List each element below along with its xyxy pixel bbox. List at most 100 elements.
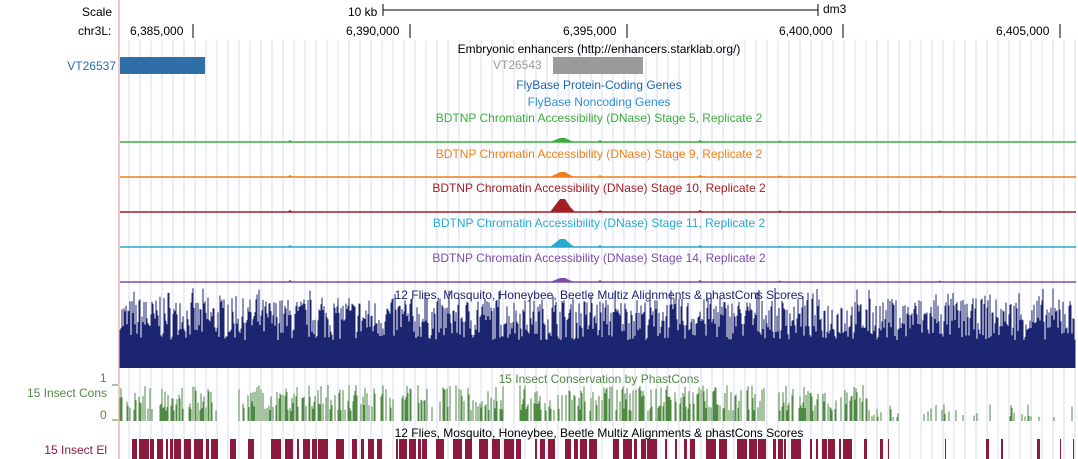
elements-track-title[interactable]: 12 Flies, Mosquito, Honeybee, Beetle Mul… [394,426,804,440]
enhancer-feature [553,57,643,74]
conserved-element [184,439,191,459]
phastcons-side-label[interactable]: 15 Insect Cons [26,386,107,400]
conserved-element [843,439,852,459]
conserved-element [170,439,173,459]
dnase-stage14-title[interactable]: BDTNP Chromatin Accessibility (DNase) St… [432,251,766,265]
enhancer-item-label[interactable]: VT26537 [67,59,116,73]
dnase-minor-peak [597,140,603,142]
conserved-element [230,439,236,459]
conserved-element [377,439,382,459]
dnase-minor-peak [287,280,293,282]
conserved-element [822,439,827,459]
dnase-minor-peak [937,175,943,177]
dnase-minor-peak [777,210,783,212]
dnase-peak [550,278,575,282]
conserved-element [1001,439,1003,459]
phastcons-axis-min: 0 [100,408,107,422]
dnase-stage11-title[interactable]: BDTNP Chromatin Accessibility (DNase) St… [432,216,766,230]
dnase-peak [550,172,575,177]
ruler-position: 6,405,000 [996,24,1050,38]
conserved-element [492,439,500,459]
conserved-element [516,439,521,459]
enhancer-item-label[interactable]: VT26543 [493,58,542,72]
conserved-element [535,439,537,459]
conserved-element [749,439,757,459]
dnase-minor-peak [597,175,603,177]
conserved-element [418,439,421,459]
conserved-element [1073,439,1074,459]
elements-side-label[interactable]: 15 Insect El [44,443,107,457]
conserved-element [613,439,619,459]
conserved-element [675,439,677,459]
dnase-stage9-title[interactable]: BDTNP Chromatin Accessibility (DNase) St… [435,147,763,161]
conserved-element [361,439,364,459]
conserved-element [132,439,137,459]
conserved-element [665,439,667,459]
conserved-element [1037,439,1040,459]
conserved-element [150,439,154,459]
conserved-element [303,439,310,459]
dnase-stage5-title[interactable]: BDTNP Chromatin Accessibility (DNase) St… [435,111,763,125]
dnase-minor-peak [937,140,943,142]
conserved-element [773,439,776,459]
conserved-element [548,439,555,459]
conserved-element [465,439,472,459]
conserved-element [336,439,344,459]
conserved-element [396,439,398,459]
flybase-noncoding-track-title[interactable]: FlyBase Noncoding Genes [527,95,671,109]
ruler-position: 6,390,000 [346,24,400,38]
ruler-position: 6,400,000 [779,24,833,38]
dnase-minor-peak [287,245,293,247]
conserved-element [157,439,163,459]
dnase-peak [550,138,575,142]
dnase-stage10-title[interactable]: BDTNP Chromatin Accessibility (DNase) St… [432,181,766,195]
conserved-element [784,439,786,459]
multiz-wiggle [119,288,1076,368]
conserved-element [174,439,181,459]
conserved-element [706,439,716,459]
conserved-element [641,439,646,459]
conserved-element [816,439,818,459]
flybase-coding-track-title[interactable]: FlyBase Protein-Coding Genes [516,78,682,92]
conserved-element [634,439,637,459]
conserved-element [737,439,747,459]
conserved-element [166,439,168,459]
ruler-position: 6,395,000 [563,24,617,38]
conserved-element [690,439,695,459]
conserved-element [864,439,867,459]
conserved-element [719,439,727,459]
conserved-element [565,439,571,459]
conserved-element [589,439,597,459]
conserved-element [368,439,374,459]
conserved-element [810,439,812,459]
conserved-element [791,439,801,459]
scale-bar-text: 10 kb [348,5,378,19]
conserved-element [271,439,281,459]
conserved-element [422,439,427,459]
conserved-element [647,439,657,459]
chrom-label: chr3L: [78,24,112,38]
dnase-minor-peak [697,210,703,212]
dnase-minor-peak [937,210,943,212]
conserved-element [504,439,514,459]
conserved-element [945,439,946,459]
dnase-minor-peak [777,280,783,282]
dnase-minor-peak [777,245,783,247]
conserved-element [828,439,835,459]
ruler-position: 6,385,000 [130,24,184,38]
multiz-track-title[interactable]: 12 Flies, Mosquito, Honeybee, Beetle Mul… [394,288,804,302]
position-highlight-line [118,0,120,459]
dnase-peak [550,199,575,212]
enhancers-track-title[interactable]: Embryonic enhancers (http://enhancers.st… [457,42,741,56]
conserved-element [839,439,841,459]
phastcons-track-title[interactable]: 15 Insect Conservation by PhastCons [498,372,700,386]
phastcons-wiggle [119,385,1073,421]
conserved-element [285,439,293,459]
conserved-element [206,439,209,459]
conserved-element [453,439,462,459]
dnase-minor-peak [697,140,703,142]
dnase-peak [550,239,575,247]
dnase-minor-peak [777,175,783,177]
conserved-element [986,439,989,459]
